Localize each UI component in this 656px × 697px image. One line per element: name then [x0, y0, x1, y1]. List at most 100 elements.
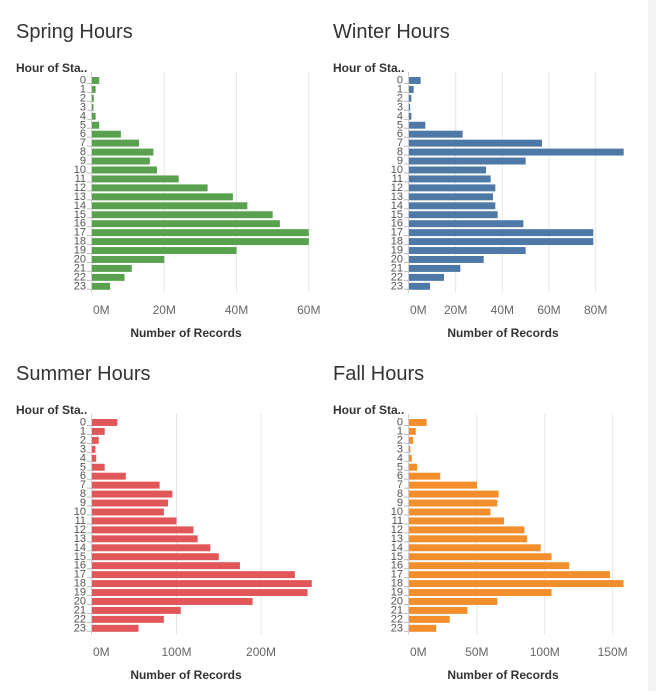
- bar-hour-21: [409, 606, 468, 614]
- bar-hour-18: [409, 238, 594, 246]
- y-tick-label: 20: [74, 254, 86, 266]
- y-tick-label: 3: [397, 101, 403, 113]
- y-tick-label: 1: [80, 425, 86, 437]
- bar-hour-13: [409, 535, 528, 543]
- x-tick-label: 80M: [584, 303, 607, 317]
- y-tick-label: 23: [74, 280, 86, 292]
- bar-hour-4: [409, 112, 412, 120]
- bar-hour-3: [92, 445, 96, 453]
- bar-hour-12: [409, 184, 496, 192]
- bar-hour-17: [92, 229, 309, 237]
- bar-hour-8: [92, 148, 154, 156]
- y-tick-label: 5: [80, 461, 86, 473]
- y-tick-label: 3: [397, 443, 403, 455]
- bar-hour-13: [92, 193, 233, 201]
- y-tick-label: 8: [397, 146, 403, 158]
- y-tick-label: 7: [80, 479, 86, 491]
- bar-hour-9: [409, 499, 498, 507]
- y-tick-label: 16: [391, 218, 403, 230]
- bar-hour-22: [409, 273, 444, 281]
- bar-hour-10: [409, 508, 491, 516]
- bar-hour-8: [92, 490, 173, 498]
- y-tick-label: 14: [74, 200, 86, 212]
- bar-hour-11: [409, 517, 505, 525]
- y-tick-label: 10: [74, 164, 86, 176]
- y-tick-label: 3: [80, 101, 86, 113]
- bar-hour-5: [92, 121, 100, 129]
- y-tick-label: 4: [397, 452, 403, 464]
- bar-hour-7: [92, 481, 160, 489]
- row-header: Hour of Sta..: [16, 61, 87, 75]
- x-tick-label: 100M: [530, 645, 560, 659]
- bar-hour-12: [92, 526, 194, 534]
- bar-hour-23: [409, 624, 437, 632]
- bar-hour-11: [92, 517, 177, 525]
- bar-hour-0: [92, 419, 118, 426]
- y-tick-label: 14: [391, 200, 403, 212]
- y-tick-label: 4: [397, 110, 403, 122]
- bar-hour-0: [92, 77, 100, 84]
- bar-hour-14: [92, 202, 248, 210]
- bar-hour-2: [92, 436, 99, 444]
- bar-hour-5: [409, 463, 418, 471]
- y-tick-label: 10: [74, 506, 86, 518]
- y-tick-label: 21: [391, 262, 403, 274]
- bar-hour-11: [409, 175, 491, 183]
- scrollbar-track[interactable]: [648, 0, 656, 691]
- bar-hour-6: [409, 472, 441, 480]
- bar-hour-15: [92, 553, 219, 561]
- y-tick-label: 9: [80, 497, 86, 509]
- y-tick-label: 18: [391, 578, 403, 590]
- row-header: Hour of Sta..: [333, 61, 404, 75]
- bar-hour-21: [92, 264, 132, 272]
- bar-hour-1: [92, 427, 105, 435]
- x-tick-label: 0M: [410, 303, 427, 317]
- bar-hour-22: [92, 273, 125, 281]
- y-tick-label: 13: [391, 533, 403, 545]
- y-tick-label: 10: [391, 506, 403, 518]
- y-tick-label: 18: [74, 578, 86, 590]
- y-tick-label: 17: [391, 227, 403, 239]
- bar-hour-10: [92, 166, 158, 174]
- chart-title: Summer Hours: [16, 363, 150, 385]
- bar-hour-5: [92, 463, 105, 471]
- y-tick-label: 5: [80, 119, 86, 131]
- bar-hour-4: [92, 112, 96, 120]
- y-tick-label: 18: [391, 236, 403, 248]
- y-tick-label: 2: [397, 92, 403, 104]
- bar-hour-11: [92, 175, 179, 183]
- x-tick-label: 40M: [225, 303, 248, 317]
- chart-title: Spring Hours: [16, 21, 133, 43]
- y-tick-label: 13: [74, 191, 86, 203]
- y-tick-label: 18: [74, 236, 86, 248]
- bar-hour-4: [409, 454, 412, 462]
- bar-hour-1: [92, 85, 96, 93]
- y-tick-label: 21: [391, 604, 403, 616]
- x-tick-label: 20M: [444, 303, 467, 317]
- x-tick-label: 0M: [93, 303, 110, 317]
- y-tick-label: 21: [74, 262, 86, 274]
- y-tick-label: 12: [74, 182, 86, 194]
- bar-hour-14: [409, 544, 541, 552]
- bar-hour-6: [92, 472, 126, 480]
- bar-hour-21: [92, 606, 181, 614]
- y-tick-label: 4: [80, 110, 86, 122]
- bar-hour-13: [409, 193, 493, 201]
- x-tick-label: 50M: [465, 645, 488, 659]
- bar-hour-18: [92, 238, 309, 246]
- bar-hour-4: [92, 454, 97, 462]
- y-tick-label: 6: [80, 128, 86, 140]
- bar-hour-14: [409, 202, 496, 210]
- bar-hour-7: [92, 139, 139, 147]
- bar-hour-9: [409, 157, 526, 165]
- bar-hour-19: [409, 589, 552, 596]
- y-tick-label: 6: [80, 470, 86, 482]
- bar-hour-20: [92, 256, 165, 263]
- bar-hour-23: [409, 282, 430, 290]
- bar-hour-15: [409, 211, 498, 219]
- y-tick-label: 8: [80, 488, 86, 500]
- y-tick-label: 23: [74, 622, 86, 634]
- y-tick-label: 15: [74, 209, 86, 221]
- y-tick-label: 11: [75, 173, 86, 185]
